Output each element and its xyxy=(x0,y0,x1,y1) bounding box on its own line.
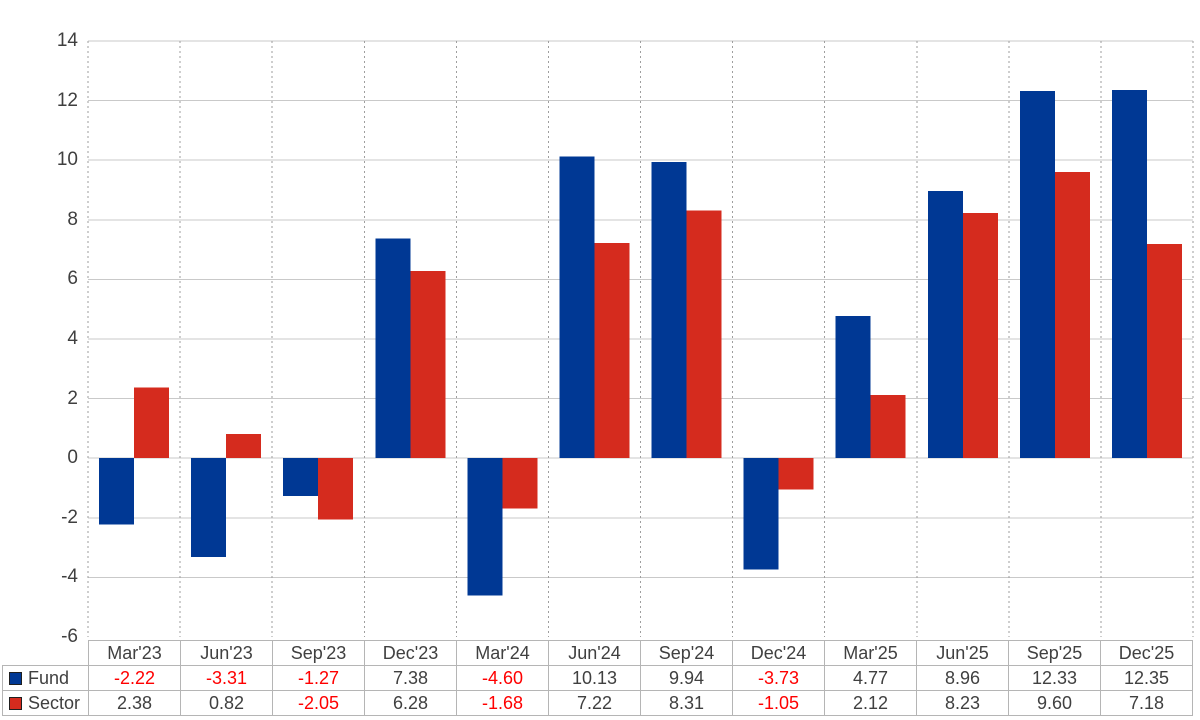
category-header-cell: Mar'24 xyxy=(456,640,549,666)
y-axis-tick-label: 14 xyxy=(56,30,78,51)
bar-fund-mar25 xyxy=(835,316,871,459)
value-cell: 8.31 xyxy=(640,690,733,716)
bar-sector-dec24 xyxy=(778,458,814,490)
category-header-cell: Jun'24 xyxy=(548,640,641,666)
bar-fund-jun24 xyxy=(559,156,595,459)
bar-fund-jun25 xyxy=(927,191,963,459)
bar-fund-mar24 xyxy=(467,458,503,596)
value-cell: 8.23 xyxy=(916,690,1009,716)
value-cell: -2.05 xyxy=(272,690,365,716)
y-axis-tick-label: -2 xyxy=(61,506,78,528)
bar-sector-jun24 xyxy=(594,243,630,459)
value-cell: 2.38 xyxy=(88,690,181,716)
value-cell: 12.33 xyxy=(1008,665,1101,691)
bar-fund-dec24 xyxy=(743,458,779,570)
y-axis-tick-label: 8 xyxy=(67,208,78,230)
value-cell: 0.82 xyxy=(180,690,273,716)
category-header-cell: Sep'23 xyxy=(272,640,365,666)
y-axis-tick-label: 6 xyxy=(67,268,78,290)
legend-label: Fund xyxy=(28,667,70,688)
bar-fund-dec25 xyxy=(1111,90,1147,459)
series-row-sector: Sector 2.38 0.82 -2.05 6.28 -1.68 7.22 8.31 -1.0… xyxy=(2,690,1193,716)
value-cell: -1.05 xyxy=(732,690,825,716)
category-header-cell: Jun'23 xyxy=(180,640,273,666)
bar-sector-mar24 xyxy=(502,458,538,509)
legend-swatch-icon xyxy=(9,696,22,710)
value-cell: -3.73 xyxy=(732,665,825,691)
bar-sector-sep24 xyxy=(686,210,722,459)
bar-fund-sep25 xyxy=(1019,90,1055,459)
value-cell: -1.68 xyxy=(456,690,549,716)
y-axis-tick-label: 12 xyxy=(56,89,78,111)
category-header-cell: Mar'23 xyxy=(88,640,181,666)
value-cell: -1.27 xyxy=(272,665,365,691)
y-axis-tick-label: -6 xyxy=(61,626,78,647)
value-cell: 2.12 xyxy=(824,690,917,716)
value-cell: -4.60 xyxy=(456,665,549,691)
table-corner-cell xyxy=(3,641,89,666)
bar-fund-dec23 xyxy=(375,238,411,459)
value-cell: 6.28 xyxy=(364,690,457,716)
bar-sector-sep23 xyxy=(318,458,354,520)
y-axis-tick-label: 0 xyxy=(67,447,78,469)
category-header-cell: Dec'24 xyxy=(732,640,825,666)
value-cell: 12.35 xyxy=(1100,665,1193,691)
legend-cell-fund: Fund xyxy=(2,665,89,691)
y-axis-tick-label: 10 xyxy=(56,149,78,171)
bar-fund-sep24 xyxy=(651,161,687,459)
data-table: Mar'23 Jun'23 Sep'23 Dec'23 Mar'24 Jun'24 Sep'… xyxy=(2,640,1193,716)
series-row-fund: Fund -2.22 -3.31 -1.27 7.38 -4.60 10.13 9.94 -3.… xyxy=(2,665,1193,691)
bar-sector-jun25 xyxy=(962,212,998,459)
category-header-cell: Sep'25 xyxy=(1008,640,1101,666)
bar-sector-mar25 xyxy=(870,395,906,459)
y-axis-tick-label: 4 xyxy=(67,328,78,349)
value-cell: 8.96 xyxy=(916,665,1009,691)
legend-swatch-icon xyxy=(9,671,22,685)
category-header-cell: Jun'25 xyxy=(916,640,1009,666)
category-header-row: Mar'23 Jun'23 Sep'23 Dec'23 Mar'24 Jun'24 Sep'… xyxy=(3,640,1193,666)
value-cell: 7.22 xyxy=(548,690,641,716)
bar-fund-jun23 xyxy=(191,458,227,557)
value-cell: 9.60 xyxy=(1008,690,1101,716)
category-header-cell: Dec'23 xyxy=(364,640,457,666)
y-axis-tick-label: 2 xyxy=(67,387,78,409)
value-cell: 9.94 xyxy=(640,665,733,691)
value-cell: -3.31 xyxy=(180,665,273,691)
category-header-cell: Dec'25 xyxy=(1100,640,1193,666)
bar-fund-mar23 xyxy=(99,458,135,525)
bar-sector-sep25 xyxy=(1054,172,1090,459)
category-header-cell: Mar'25 xyxy=(824,640,917,666)
value-cell: -2.22 xyxy=(88,665,181,691)
value-cell: 4.77 xyxy=(824,665,917,691)
bar-sector-dec25 xyxy=(1146,244,1182,459)
bar-sector-dec23 xyxy=(410,271,446,459)
value-cell: 10.13 xyxy=(548,665,641,691)
bar-sector-jun23 xyxy=(226,433,262,459)
bar-sector-mar23 xyxy=(134,387,170,459)
bar-fund-sep23 xyxy=(283,458,319,497)
legend-label: Sector xyxy=(28,692,81,713)
value-cell: 7.38 xyxy=(364,665,457,691)
category-header-cell: Sep'24 xyxy=(640,640,733,666)
legend-cell-sector: Sector xyxy=(2,690,89,716)
y-axis-tick-label: -4 xyxy=(61,566,78,588)
value-cell: 7.18 xyxy=(1100,690,1193,716)
